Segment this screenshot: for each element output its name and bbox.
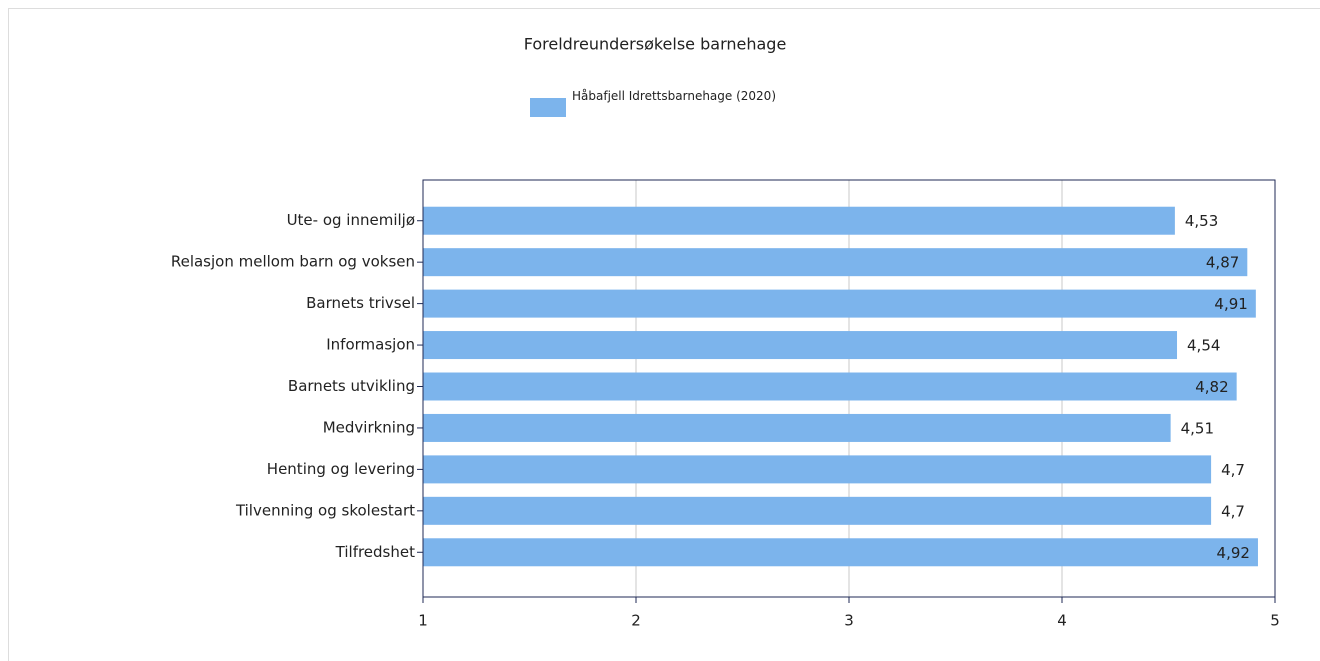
bar	[423, 206, 1175, 235]
x-tick-label: 1	[418, 612, 428, 630]
y-tick-label: Henting og levering	[267, 460, 415, 478]
y-tick-label: Relasjon mellom barn og voksen	[171, 253, 415, 271]
y-tick-label: Medvirkning	[323, 418, 415, 436]
data-label: 4,82	[1195, 378, 1228, 396]
x-tick-label: 2	[631, 612, 641, 630]
bar	[423, 289, 1256, 318]
bar	[423, 538, 1258, 567]
y-tick-label: Informasjon	[326, 336, 415, 354]
plot-border	[422, 179, 1276, 598]
y-tick-label: Barnets utvikling	[288, 377, 415, 395]
data-label: 4,51	[1181, 419, 1214, 437]
x-tick-label: 4	[1057, 612, 1067, 630]
data-label: 4,87	[1206, 254, 1239, 272]
y-tick-label: Barnets trivsel	[306, 294, 415, 312]
data-label: 4,91	[1214, 295, 1247, 313]
data-label: 4,7	[1221, 502, 1245, 520]
bar	[423, 248, 1248, 277]
data-label: 4,92	[1217, 544, 1250, 562]
data-label: 4,54	[1187, 337, 1220, 355]
y-tick-label: Tilvenning og skolestart	[235, 501, 415, 519]
y-tick-label: Ute- og innemiljø	[287, 211, 415, 229]
x-tick-label: 5	[1270, 612, 1280, 630]
data-label: 4,7	[1221, 461, 1245, 479]
chart-title: Foreldreundersøkelse barnehage	[524, 35, 787, 54]
legend-swatch	[530, 98, 566, 117]
y-tick-label: Tilfredshet	[335, 543, 415, 561]
bar	[423, 331, 1178, 360]
bar	[423, 455, 1212, 484]
bar	[423, 372, 1237, 401]
x-tick-label: 3	[844, 612, 854, 630]
bar	[423, 413, 1171, 442]
bar	[423, 496, 1212, 525]
legend-label: Håbafjell Idrettsbarnehage (2020)	[572, 89, 776, 103]
data-label: 4,53	[1185, 212, 1218, 230]
